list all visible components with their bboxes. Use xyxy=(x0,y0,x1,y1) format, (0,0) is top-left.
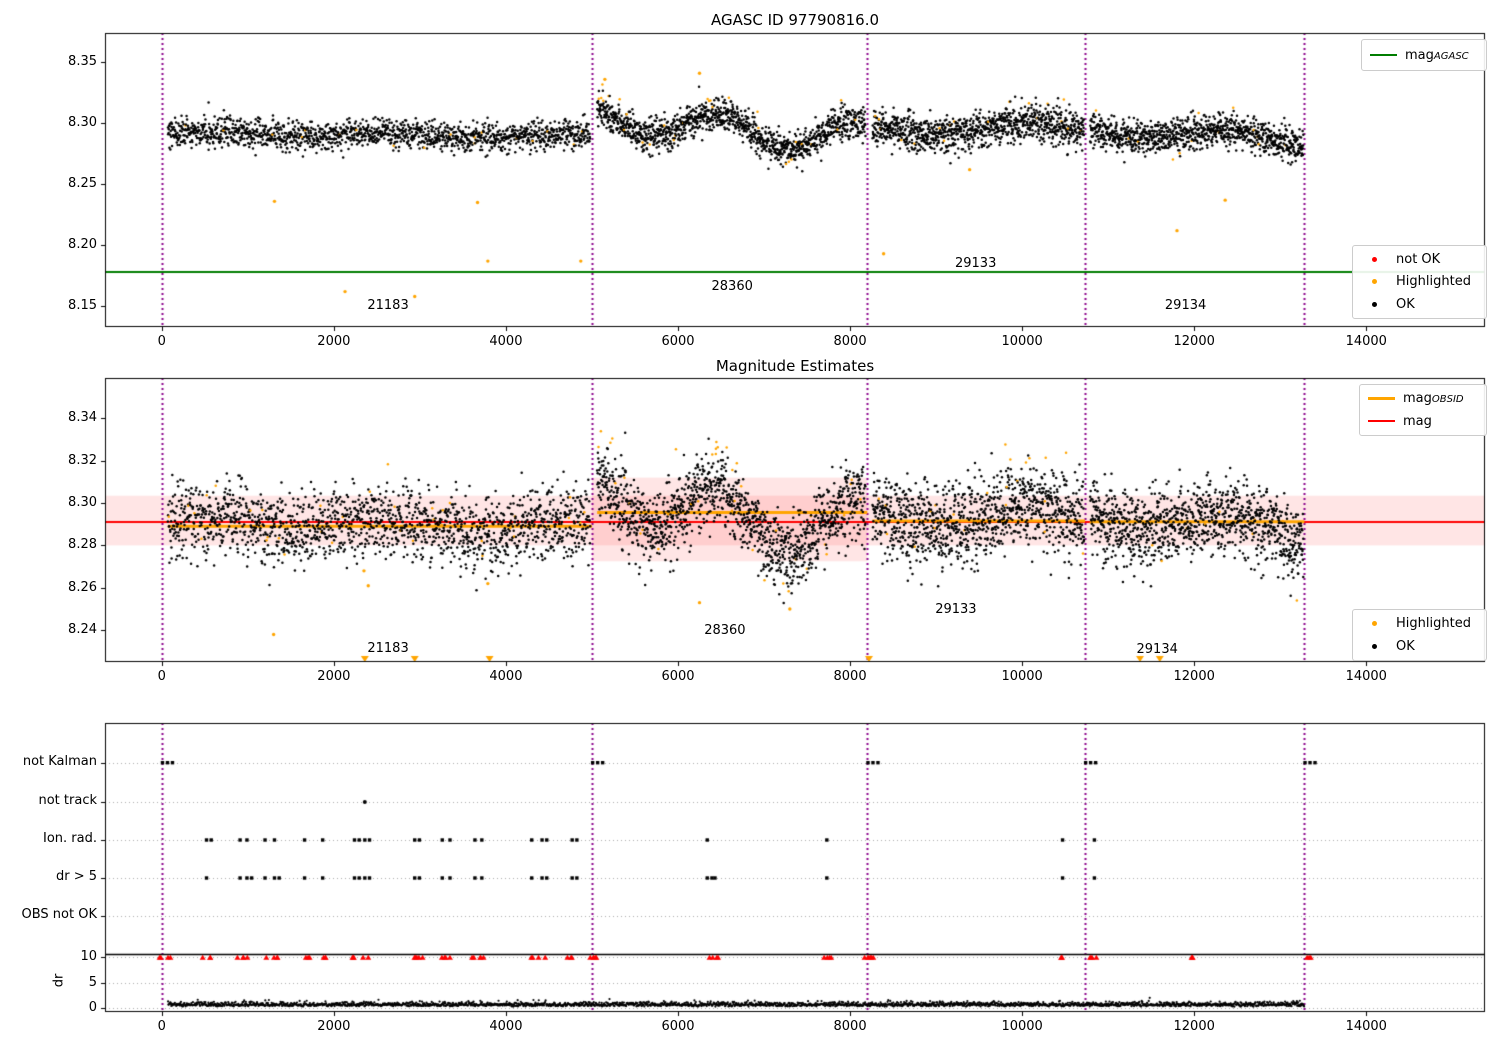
x-tick-label: 10000 xyxy=(1001,1019,1043,1034)
ok-dot-swatch xyxy=(1372,301,1377,307)
mag-line-swatch xyxy=(1368,420,1395,423)
legend-label-main: mag xyxy=(1405,47,1434,63)
x-tick-label: 0 xyxy=(157,1019,166,1034)
flag-row-label: not track xyxy=(38,793,97,808)
x-tick-label: 0 xyxy=(157,334,166,349)
legend-label: magOBSID xyxy=(1403,391,1464,406)
not-ok-dot-swatch xyxy=(1372,257,1377,263)
ok-dot-swatch xyxy=(1372,643,1377,649)
x-tick-label: 12000 xyxy=(1173,669,1215,684)
legend-label-main: mag xyxy=(1403,391,1432,407)
legend-label: Highlighted xyxy=(1396,274,1471,290)
flag-row-label: OBS not OK xyxy=(21,907,98,922)
obsid-annotation: 28360 xyxy=(704,622,746,638)
y-tick-label: 8.28 xyxy=(68,537,97,553)
y-tick-label: 8.20 xyxy=(68,237,97,253)
x-tick-label: 8000 xyxy=(833,334,867,349)
x-tick-label: 12000 xyxy=(1173,334,1215,349)
legend-label: OK xyxy=(1396,638,1415,654)
x-tick-label: 14000 xyxy=(1345,1019,1387,1034)
y-tick-label: 8.15 xyxy=(68,298,97,314)
x-tick-label: 4000 xyxy=(489,1019,523,1034)
dr-tick-label: 0 xyxy=(88,1000,97,1015)
highlighted-dot-swatch xyxy=(1372,279,1377,285)
legend-label-sub: AGASC xyxy=(1433,50,1469,62)
dr-axis-label: dr xyxy=(51,973,67,987)
dr-tick-label: 5 xyxy=(88,974,97,990)
legend-label: magAGASC xyxy=(1405,48,1469,63)
legend-label: not OK xyxy=(1396,252,1441,268)
legend-scatter-top: not OK Highlighted OK xyxy=(1352,245,1487,319)
obsid-annotation: 29133 xyxy=(935,601,977,617)
x-tick-label: 6000 xyxy=(661,669,695,684)
flag-row-label: Ion. rad. xyxy=(43,831,97,846)
mag-agasc-line-swatch xyxy=(1370,54,1397,56)
legend-label: mag xyxy=(1403,414,1432,429)
legend-row: magOBSID xyxy=(1368,389,1476,409)
obsid-annotation: 29134 xyxy=(1136,641,1178,657)
x-tick-label: 6000 xyxy=(661,334,695,349)
x-tick-label: 2000 xyxy=(317,1019,351,1034)
legend-mag-lines: magOBSID mag xyxy=(1359,384,1487,436)
legend-label-sub: OBSID xyxy=(1431,394,1464,406)
y-tick-label: 8.25 xyxy=(68,176,97,192)
legend-row: Highlighted xyxy=(1361,614,1476,634)
y-tick-label: 8.30 xyxy=(68,115,97,131)
y-tick-label: 8.34 xyxy=(68,410,97,426)
obsid-annotation: 29133 xyxy=(954,256,997,272)
x-tick-label: 14000 xyxy=(1345,669,1387,684)
legend-row: OK xyxy=(1361,637,1476,657)
x-tick-label: 6000 xyxy=(661,1019,695,1034)
y-tick-label: 8.26 xyxy=(68,579,97,595)
legend-row: magAGASC xyxy=(1370,45,1476,65)
legend-mag-agasc: magAGASC xyxy=(1361,39,1487,71)
y-tick-label: 8.24 xyxy=(68,622,97,638)
legend-label-main: mag xyxy=(1403,413,1432,429)
x-tick-label: 8000 xyxy=(833,1019,867,1034)
highlighted-dot-swatch xyxy=(1372,621,1377,627)
x-tick-label: 0 xyxy=(157,669,166,684)
obsid-annotation: 21183 xyxy=(367,297,409,313)
y-tick-label: 8.30 xyxy=(68,495,97,511)
x-tick-label: 4000 xyxy=(489,334,523,349)
obsid-annotation: 28360 xyxy=(711,278,753,294)
legend-row: mag xyxy=(1368,412,1476,432)
legend-scatter-middle: Highlighted OK xyxy=(1352,609,1487,661)
x-tick-label: 10000 xyxy=(1001,669,1043,684)
x-tick-label: 12000 xyxy=(1173,1019,1215,1034)
legend-row: not OK xyxy=(1361,250,1476,269)
mag-obsid-line-swatch xyxy=(1368,397,1395,401)
dr-tick-label: 10 xyxy=(80,949,97,964)
x-tick-label: 2000 xyxy=(317,334,351,349)
obsid-annotation: 29134 xyxy=(1164,297,1207,313)
obsid-annotation: 21183 xyxy=(367,640,409,656)
x-tick-label: 14000 xyxy=(1345,334,1387,349)
plot1-title: AGASC ID 97790816.0 xyxy=(710,11,880,29)
legend-row: Highlighted xyxy=(1361,272,1476,291)
x-tick-label: 2000 xyxy=(317,669,351,684)
legend-label: Highlighted xyxy=(1396,616,1471,632)
flag-row-label: dr > 5 xyxy=(55,869,97,884)
y-tick-label: 8.35 xyxy=(68,54,97,70)
legend-label: OK xyxy=(1396,296,1415,312)
x-tick-label: 8000 xyxy=(833,669,867,684)
flag-row-label: not Kalman xyxy=(22,754,97,769)
plot2-title: Magnitude Estimates xyxy=(715,357,875,375)
legend-row: OK xyxy=(1361,295,1476,314)
y-tick-label: 8.32 xyxy=(68,452,97,468)
x-tick-label: 4000 xyxy=(489,669,523,684)
x-tick-label: 10000 xyxy=(1001,334,1043,349)
